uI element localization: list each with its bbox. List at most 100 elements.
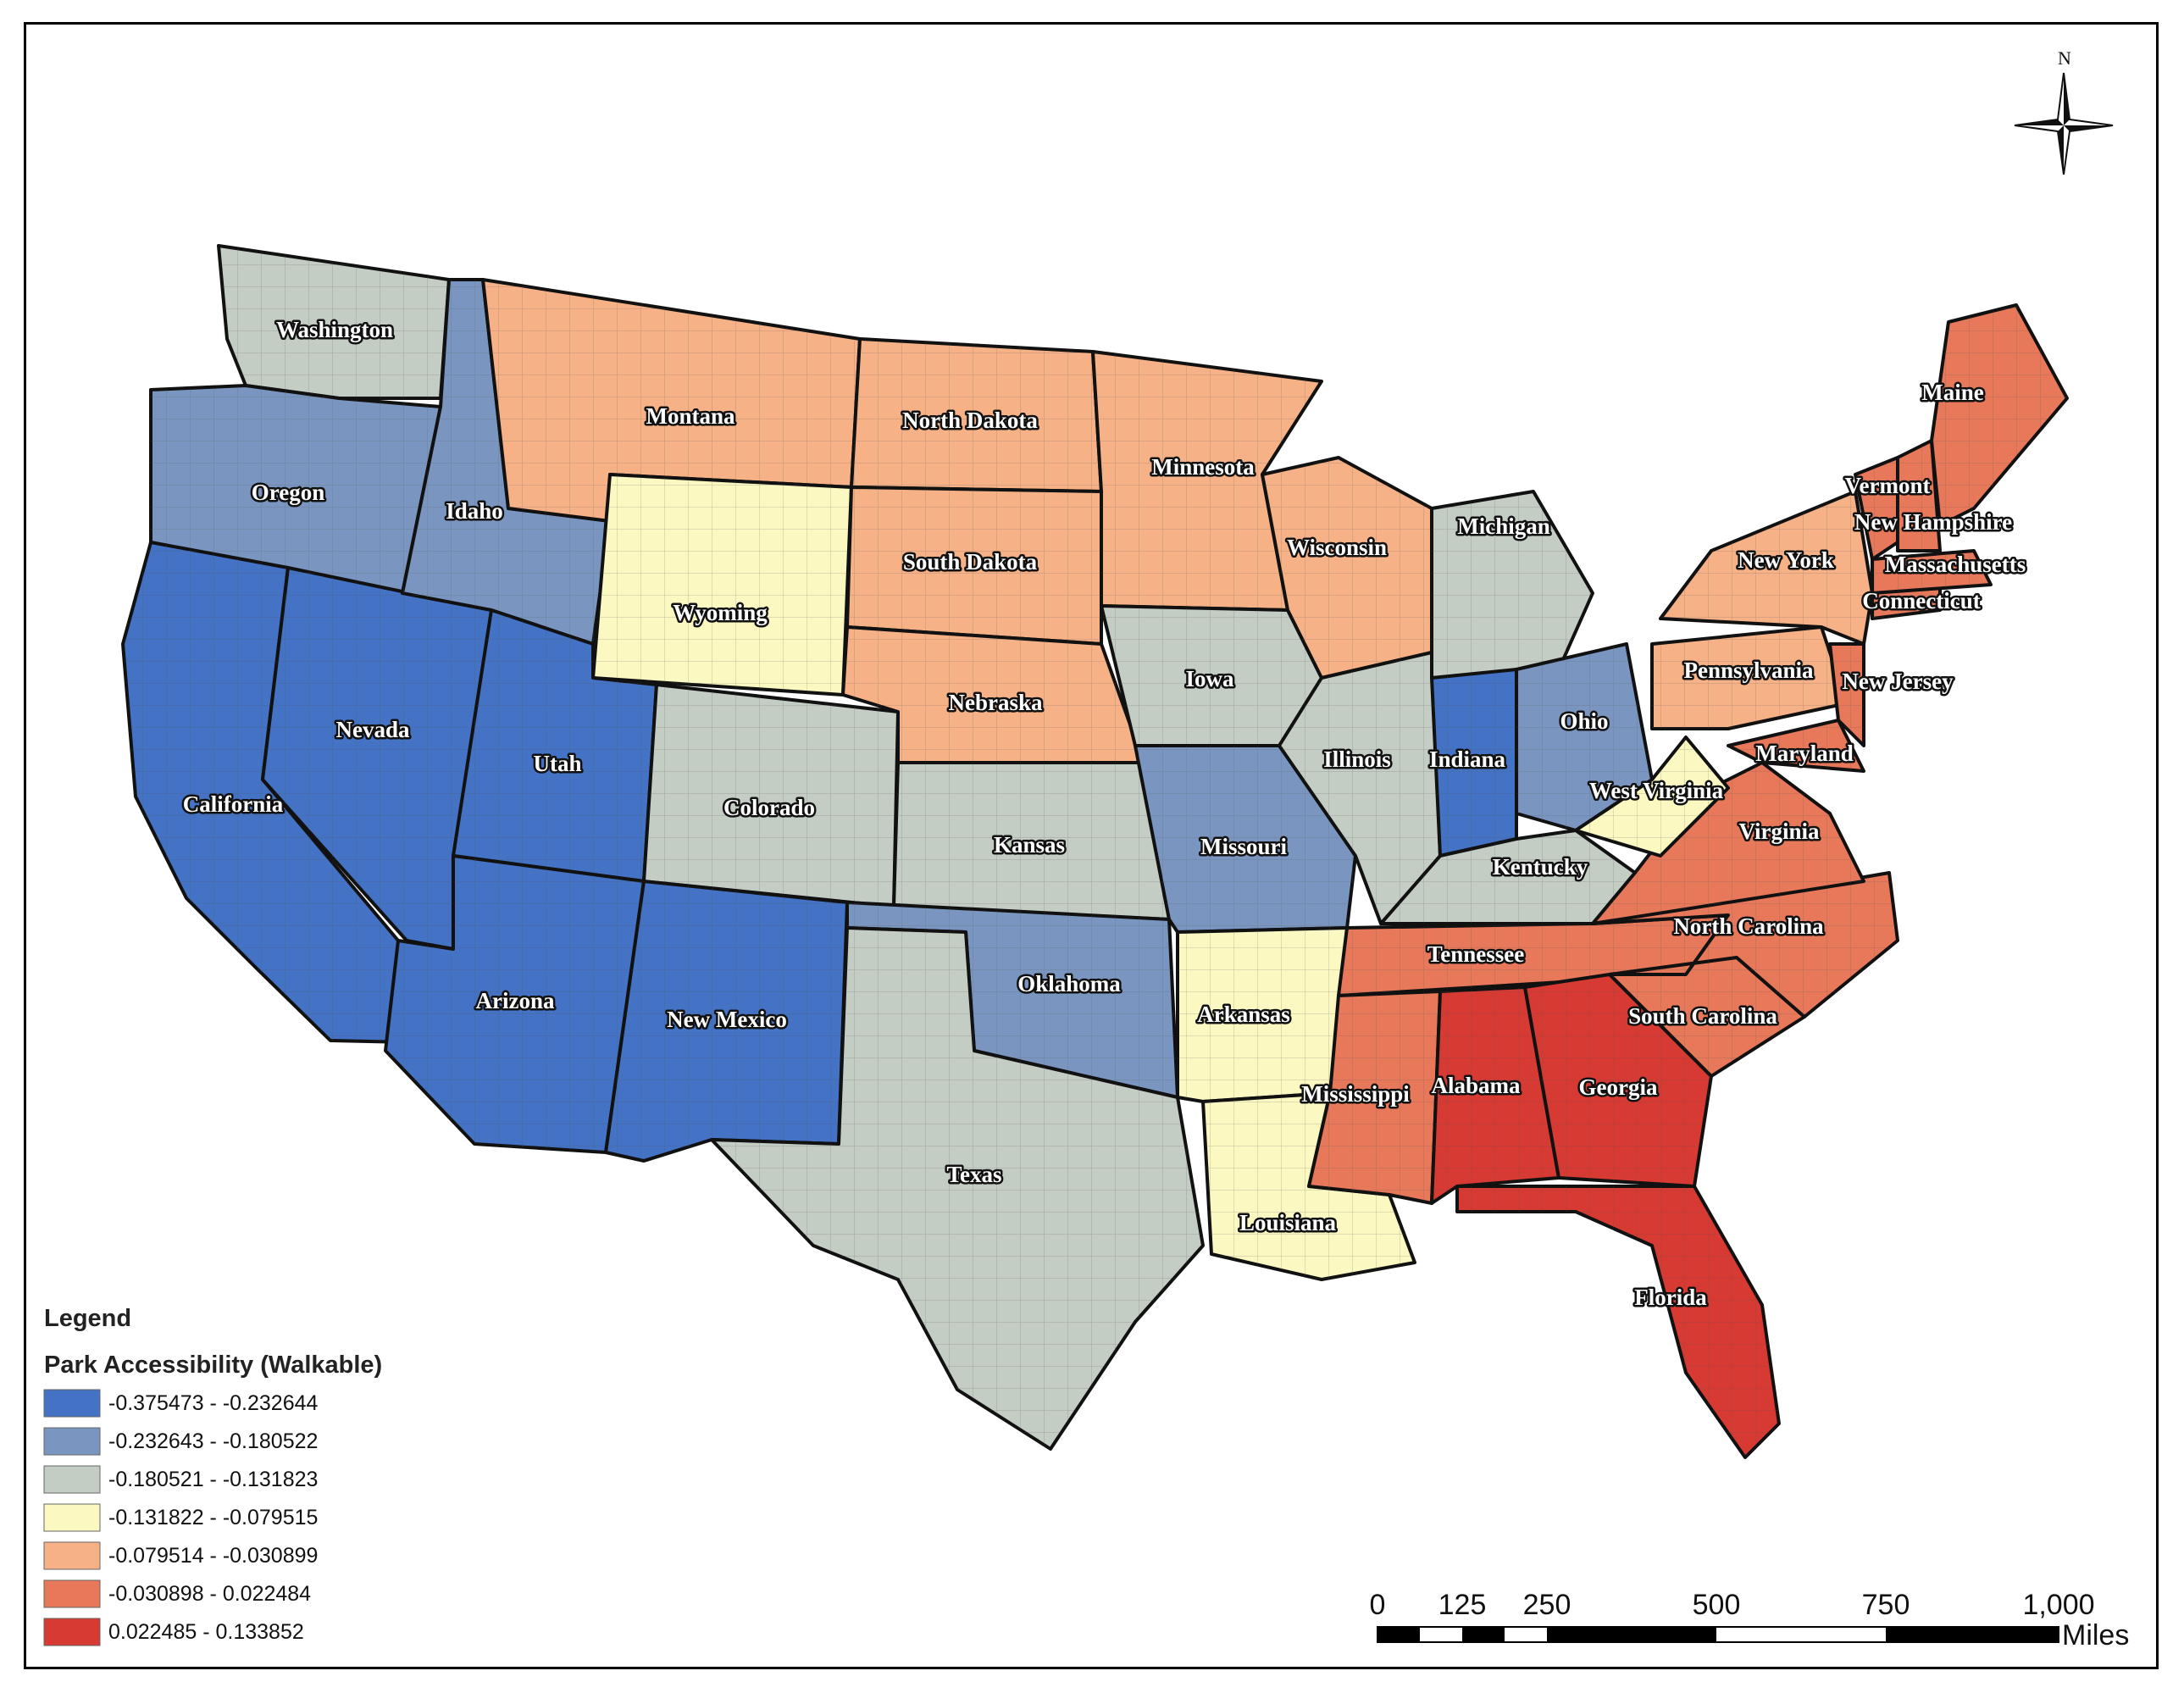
state-label-vermont: Vermont — [1845, 473, 1931, 498]
state-label-oregon: Oregon — [252, 480, 325, 505]
state-label-indiana: Indiana — [1429, 747, 1506, 772]
county-lines-montana — [483, 280, 860, 521]
legend-swatch — [43, 1503, 101, 1532]
scale-tick-label: 250 — [1523, 1589, 1571, 1621]
county-lines-wisconsin — [1262, 458, 1432, 678]
legend-label: -0.375473 - -0.232644 — [108, 1391, 319, 1415]
scale-segment — [1547, 1627, 1716, 1642]
county-lines-idaho — [402, 280, 610, 644]
county-lines-virginia — [1593, 763, 1864, 924]
state-label-california: California — [183, 791, 284, 817]
county-lines-wyoming — [593, 475, 851, 695]
county-lines-mississippi — [1309, 991, 1440, 1203]
state-label-wyoming: Wyoming — [673, 600, 768, 625]
county-lines-arkansas — [1178, 928, 1347, 1102]
legend-label: -0.030898 - 0.022484 — [108, 1582, 311, 1606]
county-lines-colorado — [644, 685, 898, 907]
scale-segment — [1377, 1627, 1420, 1642]
county-lines-ohio — [1516, 644, 1652, 830]
state-label-mississippi: Mississippi — [1301, 1081, 1410, 1107]
state-label-arizona: Arizona — [476, 988, 555, 1013]
state-label-florida: Florida — [1634, 1285, 1707, 1310]
county-lines-pennsylvania — [1652, 627, 1847, 729]
county-lines-california — [123, 542, 407, 1042]
county-lines-missouri — [1135, 746, 1355, 932]
county-lines-north-carolina — [1593, 873, 1898, 1017]
county-lines-illinois — [1279, 652, 1440, 924]
state-label-north-carolina: North Carolina — [1673, 913, 1824, 939]
county-lines-south-carolina — [1610, 958, 1804, 1076]
state-label-north-dakota: North Dakota — [902, 408, 1038, 433]
county-lines-maryland — [1728, 720, 1864, 771]
state-label-kentucky: Kentucky — [1493, 854, 1588, 880]
county-lines-oklahoma — [847, 902, 1178, 1097]
county-lines-washington — [219, 246, 449, 398]
scale-tick-label: 750 — [1862, 1589, 1910, 1621]
county-lines-texas — [712, 928, 1203, 1449]
state-label-kansas: Kansas — [994, 832, 1065, 858]
scale-bar: 0 125 250 500 750 1,000 Miles — [1370, 1589, 2130, 1651]
legend-label: 0.022485 - 0.133852 — [108, 1620, 304, 1644]
state-label-new-mexico: New Mexico — [667, 1007, 787, 1032]
county-lines-minnesota — [1093, 352, 1322, 610]
state-label-colorado: Colorado — [723, 795, 815, 820]
state-label-ohio: Ohio — [1560, 708, 1608, 734]
county-lines-michigan — [1432, 491, 1593, 678]
county-lines-kansas — [894, 763, 1169, 919]
legend-label: -0.131822 - -0.079515 — [108, 1506, 318, 1529]
state-label-montana: Montana — [646, 403, 735, 429]
legend-title: Legend — [44, 1305, 131, 1332]
state-label-nebraska: Nebraska — [948, 690, 1043, 715]
state-label-idaho: Idaho — [446, 498, 503, 524]
state-label-west-virginia: West Virginia — [1589, 778, 1724, 803]
state-label-utah: Utah — [533, 751, 581, 776]
county-lines-new-hampshire — [1898, 441, 1940, 551]
legend-items: -0.375473 - -0.232644 -0.232643 - -0.1805… — [43, 1389, 319, 1646]
state-label-connecticut: Connecticut — [1862, 588, 1980, 613]
county-lines-north-dakota — [851, 339, 1101, 491]
state-label-minnesota: Minnesota — [1151, 454, 1255, 480]
scale-tick-labels: 0 125 250 500 750 1,000 — [1370, 1589, 2095, 1621]
scale-tick-label: 0 — [1370, 1589, 1386, 1621]
legend: Legend Park Accessibility (Walkable) -0.… — [43, 1305, 382, 1646]
state-label-massachusetts: Massachusetts — [1885, 552, 2026, 577]
county-lines-florida — [1457, 1186, 1779, 1457]
county-lines-indiana — [1432, 669, 1516, 856]
scale-tick-label: 500 — [1693, 1589, 1741, 1621]
scale-segment — [1886, 1627, 2059, 1642]
legend-swatch — [43, 1465, 101, 1494]
state-label-new-jersey: New Jersey — [1842, 669, 1954, 694]
county-lines-new-york — [1660, 491, 1872, 644]
county-lines-vermont — [1855, 458, 1898, 559]
county-lines-new-mexico — [606, 881, 847, 1161]
state-label-south-dakota: South Dakota — [903, 549, 1038, 575]
county-lines-iowa — [1101, 606, 1322, 746]
state-label-wisconsin: Wisconsin — [1287, 535, 1387, 560]
county-lines-south-dakota — [847, 487, 1101, 644]
state-label-washington: Washington — [276, 317, 393, 342]
state-label-alabama: Alabama — [1431, 1073, 1521, 1098]
state-label-michigan: Michigan — [1457, 513, 1550, 539]
north-arrow: N — [2014, 47, 2114, 175]
state-label-arkansas: Arkansas — [1197, 1002, 1290, 1027]
state-label-illinois: Illinois — [1323, 747, 1391, 772]
state-label-maine: Maine — [1921, 380, 1984, 405]
state-label-oklahoma: Oklahoma — [1017, 971, 1121, 996]
legend-subtitle: Park Accessibility (Walkable) — [44, 1352, 382, 1379]
state-label-iowa: Iowa — [1185, 666, 1234, 691]
states-layer — [121, 244, 2069, 1459]
state-label-louisiana: Louisiana — [1239, 1210, 1337, 1235]
state-label-tennessee: Tennessee — [1427, 941, 1525, 967]
legend-label: -0.180521 - -0.131823 — [108, 1468, 318, 1491]
county-lines-arizona — [385, 856, 644, 1152]
north-label: N — [2058, 47, 2071, 69]
state-label-nevada: Nevada — [336, 717, 410, 742]
state-label-pennsylvania: Pennsylvania — [1683, 658, 1814, 683]
scale-tick-label: 1,000 — [2022, 1589, 2094, 1621]
legend-label: -0.232643 - -0.180522 — [108, 1429, 318, 1453]
legend-swatch — [43, 1389, 101, 1418]
state-label-south-carolina: South Carolina — [1628, 1003, 1777, 1029]
legend-swatch — [43, 1579, 101, 1608]
county-lines-new-jersey — [1830, 644, 1864, 746]
